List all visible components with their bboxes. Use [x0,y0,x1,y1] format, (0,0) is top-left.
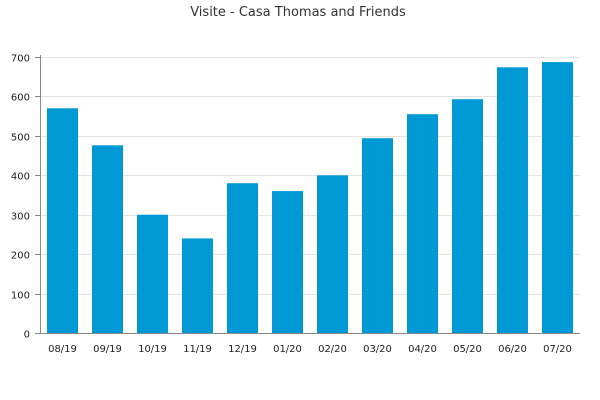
bar-02-20 [317,175,348,333]
bar-09-19 [92,145,123,333]
y-tick-label: 0 [24,330,30,341]
bar-12-19 [227,183,258,333]
bar-07-20 [542,62,573,333]
y-tick-label: 100 [11,291,30,302]
x-tick-label: 07/20 [543,344,572,355]
bar-10-19 [137,214,168,333]
x-tick-label: 11/19 [183,344,212,355]
y-tick-label: 700 [11,54,30,65]
bar-01-20 [272,191,303,333]
x-tick-label: 05/20 [453,344,482,355]
y-tick-label: 500 [11,133,30,144]
axes [35,55,580,334]
x-tick-label: 10/19 [138,344,167,355]
bar-05-20 [452,99,483,333]
x-tick-label: 09/19 [93,344,122,355]
y-tick-label: 400 [11,172,30,183]
bar-06-20 [497,67,528,334]
y-tick-label: 200 [11,251,30,262]
bar-11-19 [182,238,213,333]
bar-03-20 [362,138,393,333]
x-tick-label: 03/20 [363,344,392,355]
x-tick-label: 04/20 [408,344,437,355]
x-tick-label: 01/20 [273,344,302,355]
bar-04-20 [407,114,438,333]
y-tick-labels: 0 100 200 300 400 500 600 700 [11,54,30,341]
x-tick-label: 12/19 [228,344,257,355]
x-tick-label: 08/19 [48,344,77,355]
x-tick-labels: 08/19 09/19 10/19 11/19 12/19 01/20 02/20 03/20… [48,344,572,355]
grid-lines [40,57,580,295]
bar-08-19 [47,108,78,333]
y-tick-label: 600 [11,93,30,104]
x-tick-label: 02/20 [318,344,347,355]
bars [47,62,573,334]
x-tick-label: 06/20 [498,344,527,355]
chart-title: Visite - Casa Thomas and Friends [190,5,406,20]
y-tick-label: 300 [11,212,30,223]
